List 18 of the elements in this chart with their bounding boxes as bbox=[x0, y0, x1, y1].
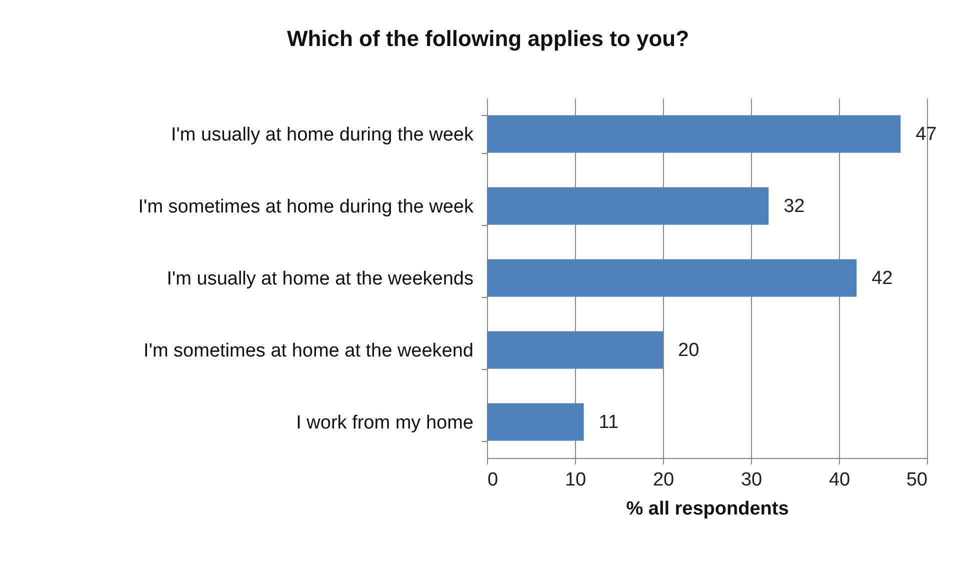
y-tick-label: I'm usually at home during the week bbox=[170, 124, 474, 146]
data-label: 42 bbox=[872, 268, 893, 289]
data-label: 11 bbox=[598, 412, 619, 433]
x-tick-label: 40 bbox=[828, 470, 850, 490]
x-tick-label: 10 bbox=[564, 470, 586, 490]
data-label: 47 bbox=[916, 124, 937, 145]
x-tick-label: 0 bbox=[488, 470, 498, 490]
x-axis-title: % all respondents bbox=[626, 498, 789, 520]
chart-title: Which of the following applies to you? bbox=[286, 26, 690, 51]
x-tick-label: 30 bbox=[740, 470, 762, 490]
y-tick-label: I'm usually at home at the weekends bbox=[166, 268, 474, 290]
y-tick-label: I work from my home bbox=[296, 412, 474, 434]
x-tick-label: 20 bbox=[652, 470, 674, 490]
x-tick-label: 50 bbox=[906, 470, 928, 490]
y-tick-label: I'm sometimes at home at the weekend bbox=[144, 340, 474, 362]
data-label: 20 bbox=[678, 340, 700, 361]
data-label: 32 bbox=[784, 196, 805, 217]
y-tick-label: I'm sometimes at home during the week bbox=[138, 196, 474, 218]
